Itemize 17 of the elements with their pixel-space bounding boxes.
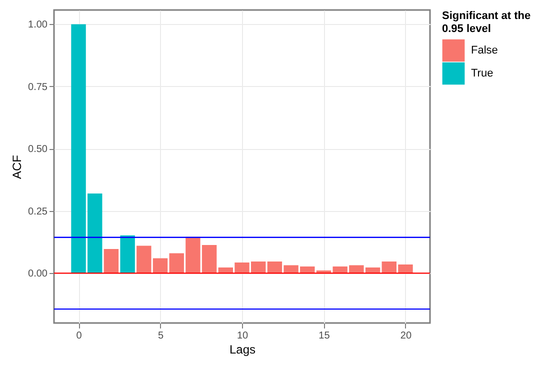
bar	[120, 235, 135, 274]
x-tick-label: 10	[236, 330, 248, 342]
y-tick-label: 0.00	[28, 268, 48, 280]
y-tick-label: 0.50	[28, 144, 48, 156]
y-axis-title: ACF	[10, 155, 24, 179]
x-axis-title: Lags	[229, 342, 256, 356]
legend-title: Significant at the 0.95 level	[442, 10, 531, 35]
bar	[104, 249, 119, 274]
x-tick-label: 0	[76, 330, 82, 342]
y-tick-label: 1.00	[28, 20, 48, 31]
y-tick-label: 0.75	[28, 82, 48, 93]
legend-label: True	[471, 68, 494, 80]
x-tick-label: 20	[400, 330, 412, 342]
x-tick-label: 15	[318, 330, 330, 342]
y-tick-label: 0.25	[28, 206, 48, 218]
legend-label: False	[471, 44, 498, 56]
x-tick-label: 5	[158, 330, 164, 342]
